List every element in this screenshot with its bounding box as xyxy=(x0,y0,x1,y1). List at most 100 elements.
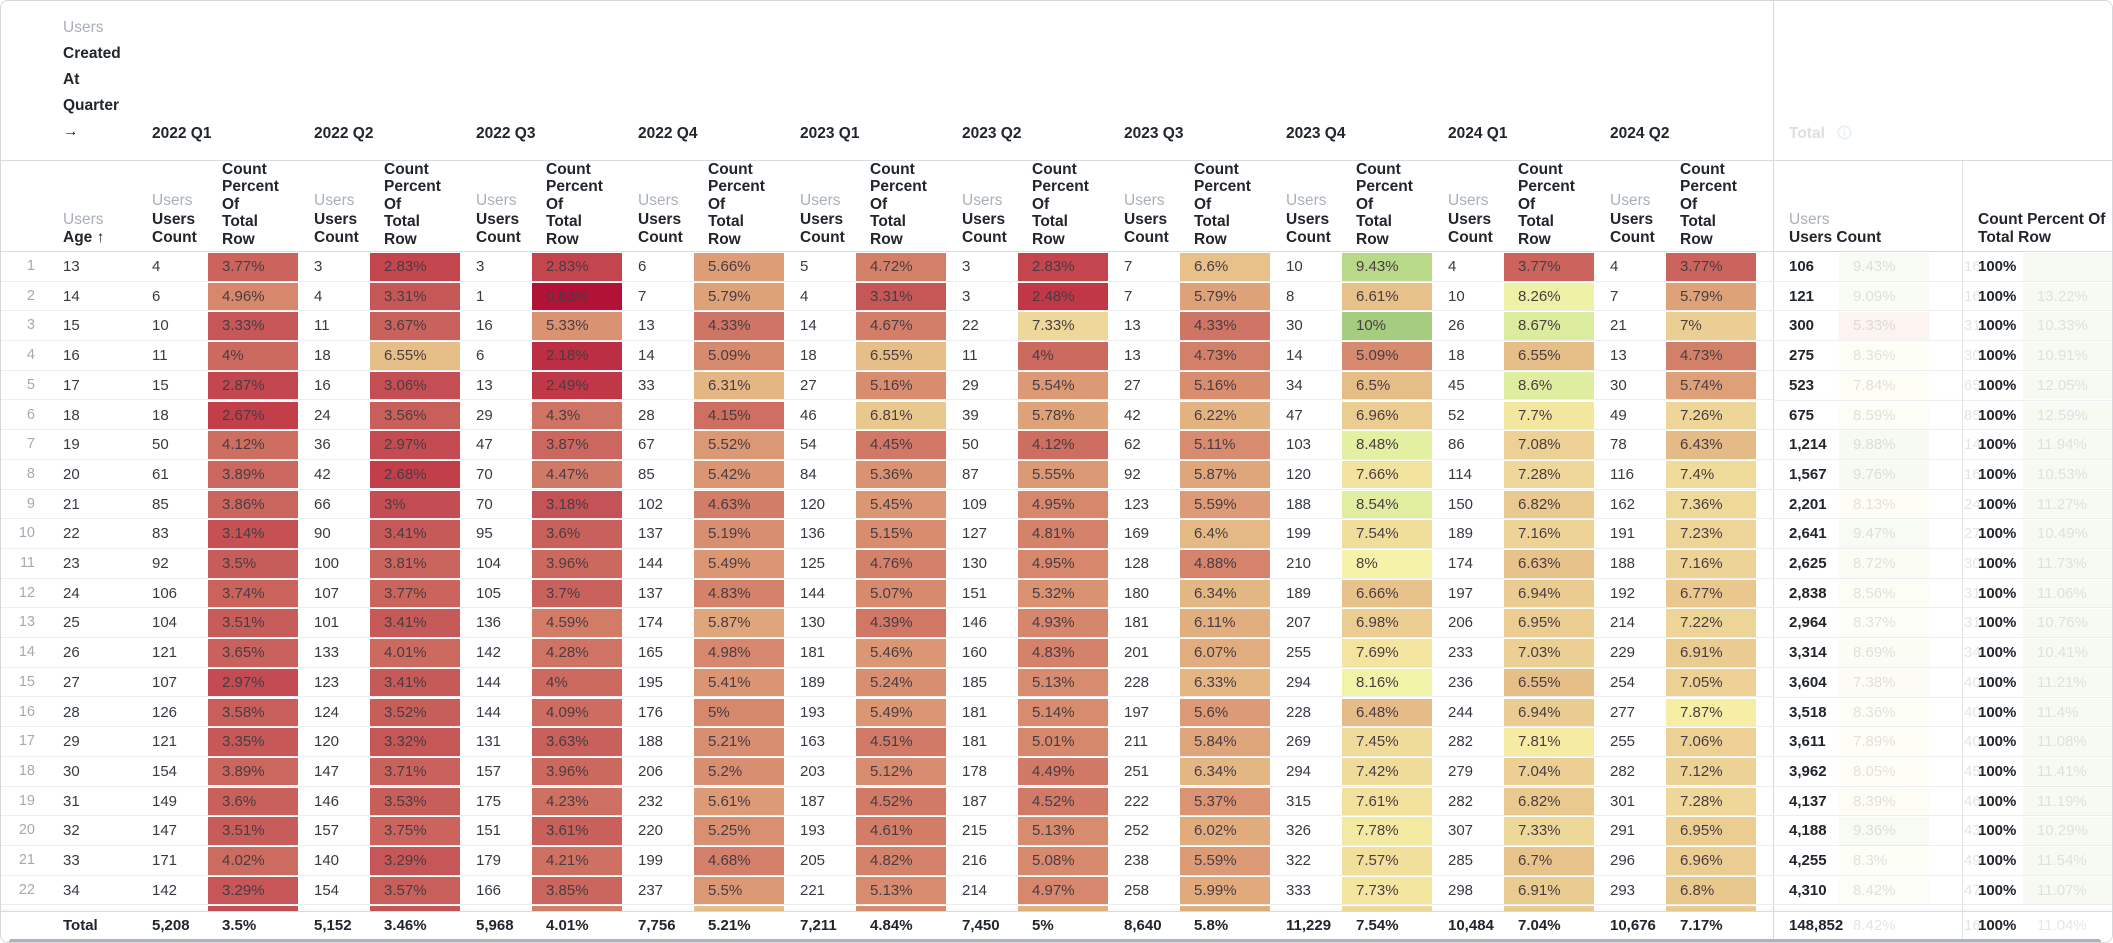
count-cell[interactable]: 11 xyxy=(152,347,168,365)
percent-cell[interactable]: 5.59% xyxy=(1180,847,1270,875)
percent-cell[interactable]: 7.23% xyxy=(1666,520,1756,548)
count-cell[interactable]: 255 xyxy=(1286,644,1312,662)
percent-cell[interactable]: 5.74% xyxy=(1666,371,1756,400)
percent-cell[interactable]: 5.09% xyxy=(694,342,784,370)
count-cell[interactable]: 7 xyxy=(638,287,647,305)
total-row-count[interactable]: 10,484 xyxy=(1448,917,1494,934)
count-cell[interactable]: 174 xyxy=(638,614,664,632)
count-cell[interactable]: 7 xyxy=(1610,287,1619,305)
count-cell[interactable]: 162 xyxy=(1610,495,1636,513)
count-cell[interactable]: 11 xyxy=(314,317,330,335)
age-cell[interactable]: 22 xyxy=(63,525,80,543)
count-cell[interactable]: 176 xyxy=(638,703,664,721)
total-row-percent[interactable]: 3.5% xyxy=(222,917,257,934)
percent-cell[interactable]: 6.66% xyxy=(1342,579,1432,608)
count-cell[interactable]: 258 xyxy=(1124,881,1150,899)
row-total-percent-cell[interactable]: 100% xyxy=(1978,644,2017,662)
count-cell[interactable]: 16 xyxy=(476,317,493,335)
percent-cell[interactable]: 6.95% xyxy=(1504,609,1594,637)
age-cell[interactable]: 29 xyxy=(63,733,80,751)
count-cell[interactable]: 140 xyxy=(314,852,340,869)
count-cell[interactable]: 50 xyxy=(962,436,979,454)
count-cell[interactable]: 236 xyxy=(1448,673,1474,691)
total-count-cell[interactable]: 4,188 xyxy=(1789,822,1827,840)
count-subheader[interactable]: Users Users Count xyxy=(800,161,845,248)
percent-cell[interactable]: 4.93% xyxy=(1018,609,1108,637)
count-cell[interactable]: 14 xyxy=(800,317,817,335)
count-cell[interactable]: 228 xyxy=(1124,673,1150,691)
count-cell[interactable]: 123 xyxy=(314,673,340,691)
age-cell[interactable]: 30 xyxy=(63,762,80,780)
age-cell[interactable]: 13 xyxy=(63,258,80,275)
percent-cell[interactable]: 6.82% xyxy=(1504,787,1594,816)
percent-cell[interactable]: 7.22% xyxy=(1666,609,1756,637)
percent-cell[interactable]: 3.96% xyxy=(532,550,622,578)
count-cell[interactable]: 252 xyxy=(1124,822,1150,840)
count-subheader[interactable]: Users Users Count xyxy=(314,161,359,248)
count-cell[interactable]: 192 xyxy=(1610,584,1636,602)
row-total-percent-cell[interactable]: 100% xyxy=(1978,762,2017,780)
percent-cell[interactable]: 4.09% xyxy=(532,698,622,726)
percent-cell[interactable]: 3.77% xyxy=(1666,253,1756,281)
percent-cell[interactable]: 4.61% xyxy=(856,817,946,845)
total-count-cell[interactable]: 3,518 xyxy=(1789,703,1827,721)
percent-cell[interactable]: 3.51% xyxy=(208,817,298,845)
age-cell[interactable]: 17 xyxy=(63,376,80,394)
total-count-cell[interactable]: 3,604 xyxy=(1789,673,1827,691)
count-cell[interactable]: 106 xyxy=(152,584,178,602)
age-cell[interactable]: 26 xyxy=(63,644,80,662)
count-cell[interactable]: 269 xyxy=(1286,733,1312,751)
percent-cell[interactable]: 5.66% xyxy=(694,253,784,281)
percent-cell[interactable]: 5.46% xyxy=(856,639,946,667)
count-cell[interactable]: 199 xyxy=(638,852,664,869)
total-count-cell[interactable]: 4,137 xyxy=(1789,792,1827,810)
count-cell[interactable]: 197 xyxy=(1124,703,1150,721)
count-cell[interactable]: 8 xyxy=(1286,287,1295,305)
percent-cell[interactable]: 5.79% xyxy=(1180,282,1270,311)
quarter-column-label[interactable]: 2023 Q3 xyxy=(1124,125,1184,142)
percent-cell[interactable]: 6.5% xyxy=(1342,371,1432,400)
percent-cell[interactable]: 5.08% xyxy=(1018,847,1108,875)
percent-cell[interactable]: 5.99% xyxy=(1180,876,1270,905)
total-count-cell[interactable]: 300 xyxy=(1789,317,1815,335)
row-total-percent-cell[interactable]: 100% xyxy=(1978,465,2017,483)
count-cell[interactable]: 146 xyxy=(314,792,340,810)
count-cell[interactable]: 150 xyxy=(1448,495,1474,513)
total-row-percent[interactable]: 4.84% xyxy=(870,917,913,934)
percent-cell[interactable]: 6.34% xyxy=(1180,757,1270,786)
percent-cell[interactable]: 5.87% xyxy=(694,609,784,637)
count-cell[interactable]: 100 xyxy=(314,555,340,572)
count-cell[interactable]: 322 xyxy=(1286,852,1312,869)
total-count-cell[interactable]: 4,255 xyxy=(1789,852,1827,869)
total-row-percent[interactable]: 5% xyxy=(1032,917,1054,934)
count-cell[interactable]: 136 xyxy=(800,525,826,543)
percent-cell[interactable]: 3.96% xyxy=(532,757,622,786)
count-cell[interactable]: 61 xyxy=(152,465,169,483)
percent-cell[interactable]: 7.61% xyxy=(1342,787,1432,816)
percent-cell[interactable]: 5.49% xyxy=(694,550,784,578)
percent-cell[interactable]: 4.95% xyxy=(1018,490,1108,519)
percent-cell[interactable]: 5.13% xyxy=(1018,668,1108,697)
count-cell[interactable]: 103 xyxy=(1286,436,1312,454)
quarter-column-label[interactable]: 2023 Q1 xyxy=(800,125,860,142)
percent-cell[interactable]: 4.82% xyxy=(856,847,946,875)
count-subheader[interactable]: Users Users Count xyxy=(476,161,521,248)
horizontal-scrollbar[interactable] xyxy=(9,939,2101,942)
count-cell[interactable]: 178 xyxy=(962,762,988,780)
percent-cell[interactable]: 5.61% xyxy=(694,787,784,816)
count-cell[interactable]: 92 xyxy=(152,555,169,572)
percent-subheader[interactable]: Count Percent Of Total Row xyxy=(1680,161,1737,248)
count-cell[interactable]: 220 xyxy=(638,822,664,840)
percent-cell[interactable]: 3.75% xyxy=(370,817,460,845)
percent-cell[interactable]: 4.12% xyxy=(1018,431,1108,459)
percent-cell[interactable]: 9.43% xyxy=(1342,253,1432,281)
count-cell[interactable]: 201 xyxy=(1124,644,1150,662)
percent-cell[interactable]: 3.89% xyxy=(208,757,298,786)
percent-cell[interactable]: 7.4% xyxy=(1666,460,1756,489)
percent-cell[interactable]: 6.02% xyxy=(1180,817,1270,845)
count-cell[interactable]: 15 xyxy=(152,376,169,394)
percent-cell[interactable]: 3.77% xyxy=(1504,253,1594,281)
count-cell[interactable]: 62 xyxy=(1124,436,1141,454)
count-cell[interactable]: 151 xyxy=(476,822,502,840)
count-cell[interactable]: 215 xyxy=(962,822,988,840)
